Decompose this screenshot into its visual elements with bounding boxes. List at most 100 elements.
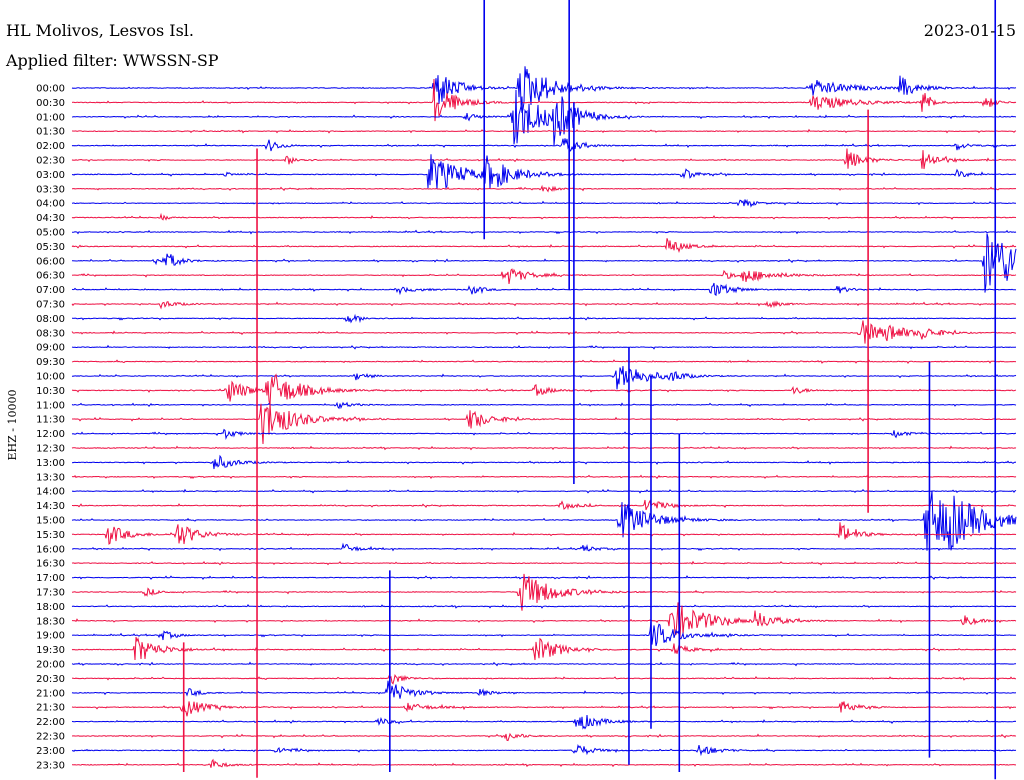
trace-line xyxy=(71,198,1016,208)
trace-line xyxy=(71,268,1017,284)
trace-line xyxy=(71,359,1017,364)
trace-line xyxy=(71,490,1017,551)
trace-line xyxy=(71,212,1017,221)
trace-line xyxy=(72,575,1017,581)
trace-line xyxy=(71,661,1017,667)
record-date: 2023-01-15 xyxy=(923,21,1016,40)
time-tick-label: 01:00 xyxy=(36,112,65,123)
trace-line xyxy=(71,560,1017,566)
time-tick-label: 13:30 xyxy=(36,472,65,483)
trace-line xyxy=(71,715,1017,730)
time-tick-label: 19:30 xyxy=(36,645,65,656)
trace-line xyxy=(71,66,1017,114)
trace-line xyxy=(71,732,1017,742)
time-tick-label: 02:00 xyxy=(36,141,65,152)
time-tick-label: 09:30 xyxy=(36,357,65,368)
time-tick-label: 10:30 xyxy=(36,386,65,397)
time-tick-label: 20:30 xyxy=(36,674,65,685)
time-tick-label: 22:30 xyxy=(36,732,65,743)
trace-line xyxy=(71,233,1017,293)
time-tick-label: 22:00 xyxy=(36,717,65,728)
time-tick-label: 12:30 xyxy=(36,444,65,455)
time-tick-label: 15:30 xyxy=(36,530,65,541)
time-tick-label: 21:30 xyxy=(36,703,65,714)
trace-line xyxy=(71,445,1017,451)
trace-line xyxy=(71,621,1017,647)
time-tick-label: 13:00 xyxy=(36,458,65,469)
trace-line xyxy=(71,743,1017,757)
time-tick-label: 12:00 xyxy=(36,429,65,440)
trace-line xyxy=(71,154,1017,190)
time-tick-label: 23:30 xyxy=(36,760,65,771)
trace-line xyxy=(71,78,1017,122)
trace-line xyxy=(71,680,1017,699)
trace-line xyxy=(71,320,1017,344)
trace-line xyxy=(72,499,1016,511)
time-tick-label: 17:30 xyxy=(36,588,65,599)
trace-line xyxy=(71,701,1016,717)
trace-line xyxy=(71,344,1017,350)
time-tick-label: 10:00 xyxy=(36,372,65,383)
trace-line xyxy=(71,89,1017,146)
time-tick-label: 04:30 xyxy=(36,213,65,224)
time-tick-label: 15:00 xyxy=(36,516,65,527)
time-tick-label: 14:30 xyxy=(36,501,65,512)
time-tick-label: 18:00 xyxy=(36,602,65,613)
trace-line xyxy=(71,282,1017,297)
time-tick-label: 03:30 xyxy=(36,184,65,195)
trace-line xyxy=(71,604,1017,609)
trace-line xyxy=(71,573,1017,611)
station-title: HL Molivos, Lesvos Isl. xyxy=(6,21,194,40)
trace-line xyxy=(71,366,1017,390)
time-tick-label: 00:30 xyxy=(36,98,65,109)
time-axis: 00:00 00:30 01:00 01:30 02:00 02:30 03:00 03:30… xyxy=(36,84,65,772)
trace-line xyxy=(71,428,1017,441)
trace-line xyxy=(71,184,1017,193)
trace-line xyxy=(71,474,1017,480)
trace-line xyxy=(71,401,1017,410)
trace-line xyxy=(72,402,1017,445)
time-tick-label: 19:00 xyxy=(36,631,65,642)
time-tick-label: 11:30 xyxy=(36,415,65,426)
trace-line xyxy=(72,128,1017,134)
trace-line xyxy=(71,636,1017,661)
time-tick-label: 21:00 xyxy=(36,688,65,699)
trace-line xyxy=(71,488,1017,494)
trace-line xyxy=(71,148,1017,170)
trace-line xyxy=(71,373,1017,406)
trace-line xyxy=(72,229,1017,235)
time-tick-label: 00:00 xyxy=(36,84,65,95)
time-tick-label: 23:00 xyxy=(36,746,65,757)
time-tick-label: 05:00 xyxy=(36,228,65,239)
time-tick-label: 04:00 xyxy=(36,199,65,210)
time-tick-label: 17:00 xyxy=(36,573,65,584)
trace-line xyxy=(71,454,1017,470)
time-tick-label: 07:00 xyxy=(36,285,65,296)
time-tick-label: 08:00 xyxy=(36,314,65,325)
time-tick-label: 16:30 xyxy=(36,559,65,570)
time-tick-label: 09:00 xyxy=(36,343,65,354)
trace-line xyxy=(71,238,1017,254)
time-tick-label: 05:30 xyxy=(36,242,65,253)
trace-line xyxy=(71,522,1017,545)
trace-line xyxy=(71,300,1017,310)
trace-line xyxy=(72,758,1016,768)
time-tick-label: 11:00 xyxy=(36,400,65,411)
time-tick-label: 06:30 xyxy=(36,271,65,282)
time-tick-label: 07:30 xyxy=(36,300,65,311)
time-tick-label: 16:00 xyxy=(36,544,65,555)
time-tick-label: 20:00 xyxy=(36,660,65,671)
trace-line xyxy=(72,542,1017,552)
time-tick-label: 03:00 xyxy=(36,170,65,181)
time-tick-label: 01:30 xyxy=(36,127,65,138)
time-tick-label: 02:30 xyxy=(36,156,65,167)
trace-line xyxy=(71,138,1017,153)
time-tick-label: 08:30 xyxy=(36,328,65,339)
time-tick-label: 14:00 xyxy=(36,487,65,498)
trace-group xyxy=(71,66,1017,768)
time-tick-label: 06:00 xyxy=(36,256,65,267)
channel-label: EHZ - 10000 xyxy=(6,390,19,461)
trace-line xyxy=(71,674,1016,685)
